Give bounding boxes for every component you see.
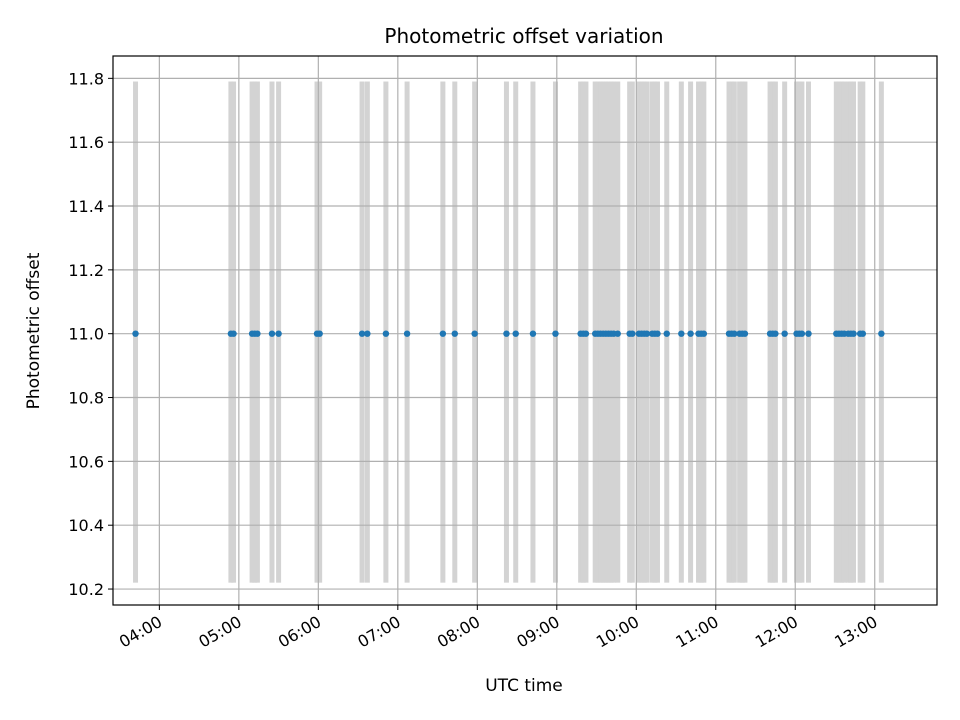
data-point-32 <box>614 330 621 337</box>
data-point-43 <box>678 330 685 337</box>
data-point-44 <box>687 330 694 337</box>
data-points <box>132 330 885 337</box>
y-tick-label-6: 11.4 <box>68 197 104 216</box>
data-point-18 <box>512 330 519 337</box>
data-point-11 <box>364 330 371 337</box>
data-point-14 <box>439 330 447 337</box>
data-point-42 <box>663 330 670 337</box>
y-axis-label: Photometric offset <box>24 252 44 409</box>
data-point-70 <box>859 330 867 337</box>
data-point-53 <box>741 330 749 337</box>
y-tick-label-8: 11.8 <box>68 69 104 88</box>
y-axis-ticks: 10.2 10.4 10.6 10.8 11.0 11.2 11.4 11.6 11.8 <box>68 69 113 599</box>
y-tick-label-7: 11.6 <box>68 133 104 152</box>
data-point-9 <box>316 330 323 337</box>
data-point-71 <box>878 330 885 337</box>
data-point-23 <box>582 330 590 337</box>
data-point-6 <box>268 330 276 337</box>
data-point-10 <box>358 330 366 337</box>
data-point-50 <box>731 330 738 337</box>
data-point-61 <box>805 330 812 337</box>
plot-area-frame <box>112 55 938 606</box>
data-point-57 <box>781 330 788 337</box>
data-point-34 <box>629 330 636 337</box>
y-tick-label-2: 10.6 <box>68 452 104 471</box>
data-point-7 <box>275 330 282 337</box>
y-tick-label-0: 10.2 <box>68 580 104 599</box>
data-point-13 <box>403 330 411 337</box>
data-point-16 <box>471 330 478 337</box>
chart-title: Photometric offset variation <box>384 24 663 48</box>
data-point-2 <box>230 330 237 337</box>
data-point-20 <box>552 330 559 337</box>
data-point-38 <box>643 330 651 337</box>
data-point-0 <box>132 330 139 337</box>
data-point-19 <box>529 330 537 337</box>
x-axis-label: UTC time <box>485 676 563 696</box>
data-point-68 <box>850 330 857 337</box>
y-tick-label-3: 10.8 <box>68 389 104 408</box>
data-point-56 <box>772 330 779 337</box>
data-point-47 <box>700 330 708 337</box>
data-point-41 <box>654 330 661 337</box>
y-tick-label-5: 11.2 <box>68 261 104 280</box>
data-point-15 <box>451 330 458 337</box>
data-point-60 <box>798 330 806 337</box>
y-tick-label-4: 11.0 <box>68 325 104 344</box>
data-point-17 <box>503 330 510 337</box>
y-tick-label-1: 10.4 <box>68 516 104 535</box>
data-point-12 <box>382 330 390 337</box>
data-point-5 <box>254 330 261 337</box>
